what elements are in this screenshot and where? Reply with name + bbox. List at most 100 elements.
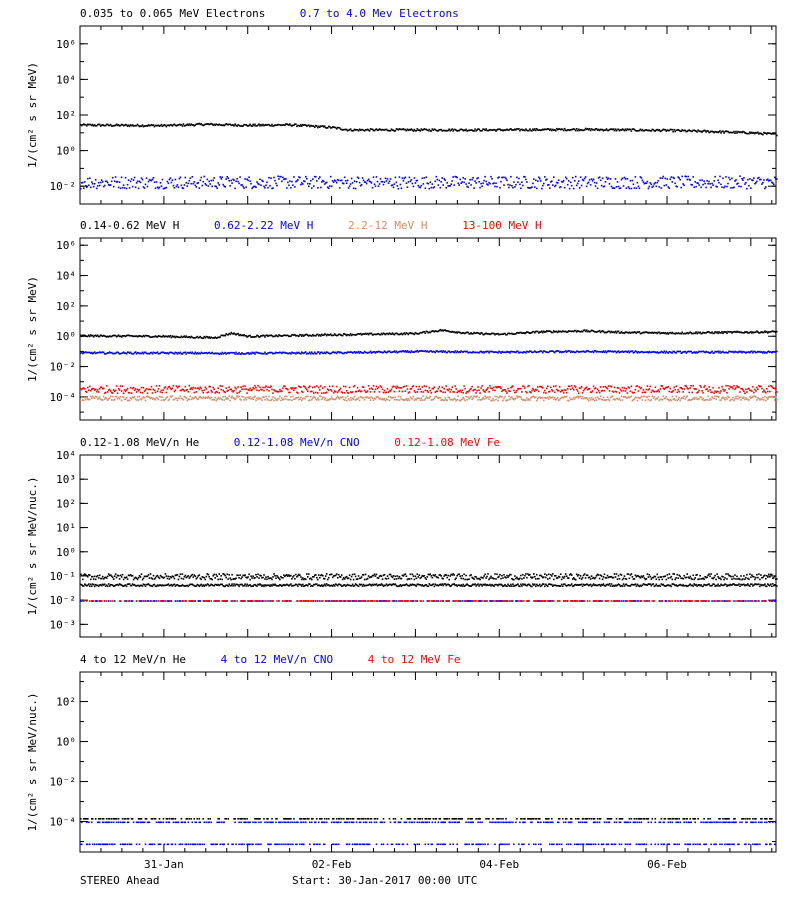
data-point: [298, 124, 300, 127]
data-point: [302, 352, 304, 354]
data-point: [494, 129, 496, 131]
data-point: [301, 125, 303, 127]
data-point: [752, 331, 754, 333]
data-point: [628, 387, 631, 389]
data-point: [100, 386, 103, 389]
data-point: [691, 352, 693, 354]
data-point: [382, 351, 385, 354]
data-point: [719, 130, 721, 132]
data-point: [560, 128, 563, 130]
data-point: [155, 385, 158, 387]
data-point: [94, 179, 97, 181]
data-point: [459, 351, 461, 354]
data-point: [549, 187, 551, 189]
data-point: [199, 352, 202, 355]
data-point: [744, 183, 746, 185]
data-point: [241, 352, 243, 354]
data-point: [239, 390, 241, 392]
data-point: [687, 175, 689, 178]
data-point: [738, 386, 740, 388]
data-point: [167, 182, 170, 185]
data-point: [160, 123, 163, 126]
data-point: [521, 391, 523, 393]
data-point: [511, 129, 513, 131]
data-point: [122, 335, 125, 337]
data-point: [771, 395, 773, 398]
data-point: [680, 130, 682, 133]
data-point: [237, 584, 239, 586]
plot-frame: [79, 237, 777, 421]
data-point: [125, 187, 128, 190]
data-point: [280, 124, 282, 127]
data-point: [234, 398, 236, 401]
data-point: [404, 399, 407, 401]
data-point: [729, 178, 731, 181]
data-point: [277, 585, 279, 587]
data-point: [247, 396, 249, 399]
data-point: [294, 123, 296, 125]
data-point: [774, 351, 776, 353]
data-point: [433, 186, 436, 188]
data-point: [365, 584, 368, 587]
data-point: [526, 397, 528, 399]
data-point: [702, 130, 704, 132]
data-point: [173, 187, 176, 189]
data-point: [284, 178, 286, 180]
data-point: [619, 351, 622, 353]
data-point: [707, 130, 709, 132]
data-point: [488, 181, 490, 184]
data-point: [172, 398, 175, 401]
data-point: [266, 388, 268, 391]
data-point: [550, 350, 552, 352]
data-point: [734, 132, 736, 134]
data-point: [721, 186, 723, 188]
data-point: [507, 129, 509, 131]
data-point: [390, 333, 393, 336]
data-point: [322, 352, 324, 355]
data-point: [87, 584, 89, 587]
data-point: [161, 335, 164, 338]
data-point: [367, 385, 370, 387]
data-point: [231, 395, 233, 398]
data-point: [312, 178, 314, 180]
data-point: [377, 584, 380, 586]
data-point: [289, 352, 291, 354]
data-point: [403, 332, 406, 334]
data-point: [564, 389, 567, 391]
data-point: [722, 130, 724, 132]
data-point: [437, 585, 440, 587]
data-point: [746, 330, 748, 333]
data-point: [758, 351, 760, 353]
data-point: [302, 334, 304, 336]
data-point: [273, 584, 275, 586]
data-point: [385, 583, 388, 585]
data-point: [187, 124, 190, 127]
data-point: [666, 332, 669, 334]
data-point: [313, 334, 315, 337]
data-point: [486, 396, 488, 399]
data-point: [649, 130, 652, 132]
data-point: [263, 185, 265, 188]
data-point: [93, 124, 96, 126]
data-point: [154, 585, 157, 588]
data-point: [574, 129, 577, 132]
data-point: [658, 331, 661, 334]
data-point: [511, 396, 513, 398]
data-point: [267, 186, 269, 189]
data-point: [251, 125, 253, 127]
data-point: [320, 186, 322, 189]
data-point: [717, 390, 719, 393]
data-point: [465, 392, 467, 394]
data-point: [196, 123, 199, 125]
data-point: [385, 128, 388, 131]
data-point: [765, 351, 767, 354]
data-point: [102, 395, 105, 398]
data-point: [616, 351, 619, 353]
data-point: [272, 396, 274, 398]
data-point: [663, 332, 666, 335]
data-point: [582, 129, 585, 132]
data-point: [243, 123, 245, 126]
data-point: [526, 129, 528, 132]
data-point: [727, 385, 729, 387]
data-point: [655, 390, 658, 393]
